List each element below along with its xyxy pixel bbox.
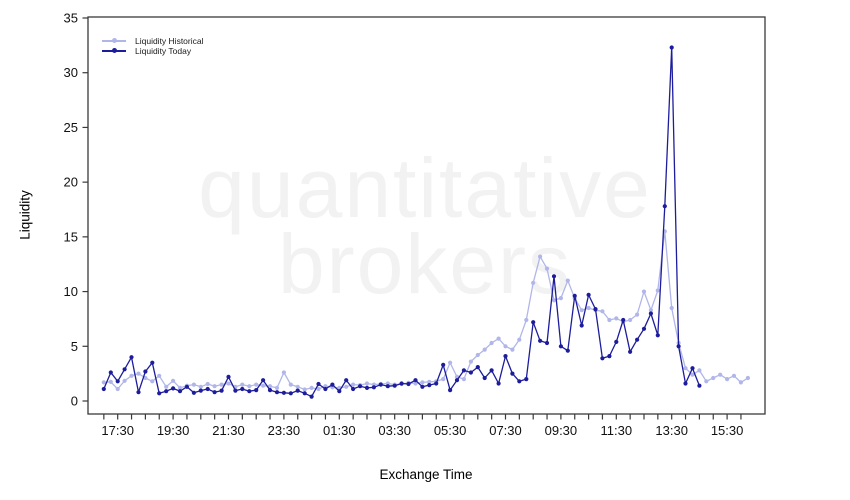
y-axis: 0 5 10 15 20 25 30 35 [64, 11, 88, 409]
svg-text:09:30: 09:30 [545, 423, 578, 438]
series-today [101, 45, 702, 399]
legend-label-today: Liquidity Today [135, 46, 192, 56]
svg-text:30: 30 [64, 65, 78, 80]
svg-text:15:30: 15:30 [711, 423, 744, 438]
svg-text:05:30: 05:30 [434, 423, 467, 438]
svg-text:21:30: 21:30 [212, 423, 245, 438]
series-historical [101, 229, 751, 392]
svg-text:5: 5 [71, 339, 78, 354]
svg-text:25: 25 [64, 120, 78, 135]
svg-text:07:30: 07:30 [489, 423, 522, 438]
legend-item-historical: Liquidity Historical [102, 36, 204, 46]
svg-text:03:30: 03:30 [378, 423, 411, 438]
svg-text:17:30: 17:30 [101, 423, 134, 438]
svg-text:01:30: 01:30 [323, 423, 356, 438]
y-axis-title: Liquidity [17, 190, 33, 240]
svg-text:35: 35 [64, 11, 78, 26]
watermark-line1: quantitative [198, 141, 652, 235]
legend: Liquidity Historical Liquidity Today [102, 36, 204, 56]
x-axis-title: Exchange Time [379, 467, 473, 482]
today-line-marker-icon [102, 46, 126, 56]
x-axis: 17:30 19:30 21:30 23:30 01:30 03:30 05:30 07:30… [101, 414, 743, 438]
svg-text:20: 20 [64, 175, 78, 190]
historical-line-marker-icon [102, 36, 126, 46]
svg-text:10: 10 [64, 284, 78, 299]
watermark-line2: brokers [277, 217, 573, 311]
svg-text:11:30: 11:30 [601, 423, 633, 438]
legend-label-historical: Liquidity Historical [135, 36, 204, 46]
legend-item-today: Liquidity Today [102, 46, 204, 56]
svg-text:15: 15 [64, 229, 78, 244]
svg-text:19:30: 19:30 [157, 423, 190, 438]
svg-text:23:30: 23:30 [268, 423, 301, 438]
svg-text:13:30: 13:30 [655, 423, 688, 438]
plot-border [87, 16, 766, 415]
svg-text:0: 0 [71, 394, 78, 409]
